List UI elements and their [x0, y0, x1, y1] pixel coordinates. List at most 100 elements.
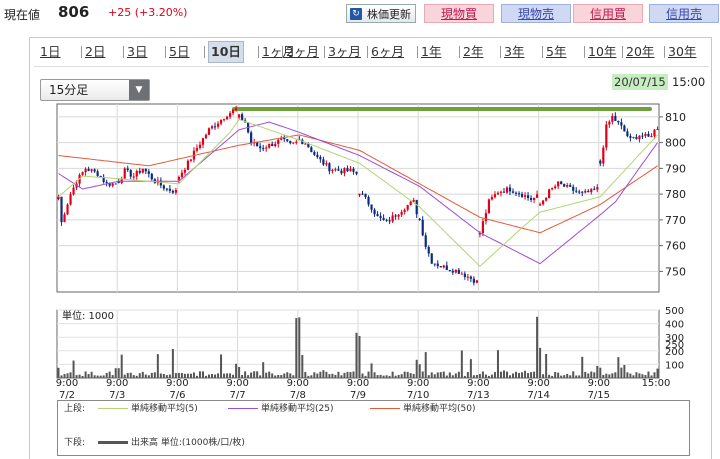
- x-tick-label: 9:00: [106, 378, 128, 389]
- tab-period-1[interactable]: 2日: [85, 44, 106, 59]
- candle-body: [481, 221, 485, 234]
- tab-period-5[interactable]: 1ヶ月: [262, 44, 295, 59]
- candle-body: [195, 147, 199, 151]
- volume-bar: [376, 375, 379, 378]
- volume-bar: [177, 372, 180, 378]
- volume-bar: [358, 335, 361, 378]
- volume-bar: [457, 371, 460, 378]
- candle-body: [286, 139, 289, 142]
- volume-bar: [599, 367, 602, 378]
- x-tick-date-label: 7/3: [109, 390, 125, 401]
- candle-body: [385, 219, 388, 221]
- volume-bar: [247, 375, 250, 378]
- legend-ma5-swatch: [98, 408, 128, 409]
- volume-bar: [560, 375, 563, 378]
- volume-bar: [653, 372, 656, 378]
- candle-body: [102, 176, 105, 182]
- candle-body: [641, 135, 644, 137]
- volume-bar: [442, 371, 445, 378]
- volume-bar: [466, 372, 469, 378]
- candle-body: [656, 129, 659, 131]
- volume-bar: [439, 372, 442, 378]
- candle-body: [572, 186, 575, 191]
- candle-body: [108, 182, 111, 186]
- margin-sell-button[interactable]: 信用売: [649, 4, 719, 23]
- tab-period-12[interactable]: 5年: [546, 44, 567, 59]
- candle-body: [427, 246, 430, 254]
- x-tick-label: 9:00: [287, 378, 309, 389]
- volume-bar: [259, 375, 262, 378]
- candle-body: [225, 116, 229, 120]
- tab-separator: [258, 46, 259, 58]
- volume-bar: [496, 350, 499, 378]
- volume-bar: [620, 367, 623, 378]
- tab-period-10[interactable]: 2年: [463, 44, 484, 59]
- candle-body: [165, 188, 168, 190]
- tab-period-9[interactable]: 1年: [421, 44, 442, 59]
- candle-body: [231, 109, 235, 114]
- volume-bar: [322, 370, 325, 378]
- volume-bar: [602, 374, 605, 378]
- tab-period-2[interactable]: 3日: [127, 44, 148, 59]
- candle-body: [364, 193, 367, 198]
- interval-select[interactable]: 15分足 ▼: [40, 79, 150, 101]
- tab-period-4[interactable]: 10日: [208, 41, 244, 63]
- spot-buy-button[interactable]: 現物買: [424, 4, 494, 23]
- price-y-tick-label: 760: [665, 240, 686, 253]
- candle-body: [198, 144, 202, 148]
- candle-body: [638, 135, 641, 140]
- tab-period-7[interactable]: 3ヶ月: [328, 44, 361, 59]
- volume-bar: [99, 375, 102, 378]
- tab-period-0[interactable]: 1日: [40, 44, 61, 59]
- candle-body: [81, 172, 84, 175]
- candle-body: [466, 276, 469, 278]
- volume-y-tick-label: 300: [665, 333, 684, 344]
- volume-bar: [111, 375, 114, 378]
- volume-bar: [159, 373, 162, 378]
- tab-period-13[interactable]: 10年: [588, 44, 617, 59]
- volume-y-tick-label: 500: [665, 306, 684, 317]
- candle-body: [183, 169, 187, 173]
- candle-body: [219, 119, 223, 124]
- tab-period-6[interactable]: 2ヶ月: [286, 44, 319, 59]
- tab-period-8[interactable]: 6ヶ月: [371, 44, 404, 59]
- tab-period-14[interactable]: 20年: [626, 44, 655, 59]
- candle-body: [445, 265, 448, 271]
- candle-body: [256, 142, 259, 147]
- candle-body: [403, 209, 406, 212]
- candle-body: [644, 133, 647, 136]
- x-tick-date-label: 7/6: [169, 390, 185, 401]
- volume-bar: [364, 375, 367, 378]
- tab-period-11[interactable]: 3年: [504, 44, 525, 59]
- candle-body: [433, 263, 436, 265]
- volume-bar: [623, 364, 626, 378]
- refresh-price-button[interactable]: ↻ 株価更新: [346, 4, 416, 23]
- volume-bar: [590, 371, 593, 378]
- volume-bar: [430, 372, 433, 378]
- candle-body: [520, 193, 524, 197]
- spot-sell-button[interactable]: 現物売: [501, 4, 571, 23]
- volume-bar: [253, 371, 256, 378]
- candle-body: [397, 214, 400, 217]
- volume-y-tick-label: 250: [665, 340, 684, 351]
- candle-body: [114, 183, 117, 185]
- volume-bar: [539, 347, 542, 378]
- volume-bar: [584, 371, 587, 378]
- volume-bar: [192, 372, 195, 378]
- margin-buy-button[interactable]: 信用買: [573, 4, 643, 23]
- candle-body: [358, 193, 361, 196]
- tab-separator: [324, 46, 325, 58]
- tab-period-15[interactable]: 30年: [668, 44, 697, 59]
- candle-body: [171, 190, 174, 193]
- candle-body: [409, 201, 412, 206]
- candle-body: [629, 136, 632, 138]
- volume-bar: [484, 374, 487, 378]
- tab-period-3[interactable]: 5日: [169, 44, 190, 59]
- quote-header: 現在値 806 +25 (+3.20%) ↻ 株価更新 現物買 現物売 信用買 …: [0, 0, 720, 28]
- volume-bar: [337, 371, 340, 378]
- candle-body: [382, 217, 385, 220]
- candle-body: [204, 134, 208, 139]
- candle-body: [319, 157, 322, 160]
- volume-bar: [81, 375, 84, 378]
- candle-body: [478, 233, 482, 235]
